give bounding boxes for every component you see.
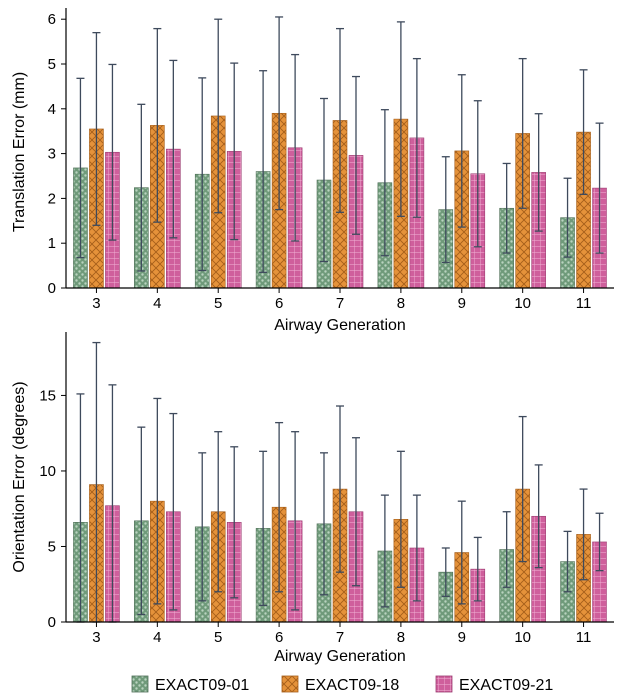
axes-group: 3 4 5 6 7 8 9 10 11 0 1 2 3 4 5 6 xyxy=(48,8,614,312)
error-bars-group xyxy=(76,341,604,623)
x-tick-label-4: 4 xyxy=(153,295,161,312)
y-tick-label-10: 10 xyxy=(39,463,56,480)
x-tick-label-9: 9 xyxy=(458,629,466,646)
y-tick-label-3: 3 xyxy=(48,146,56,163)
y-tick-label-4: 4 xyxy=(48,101,56,118)
x-tick-label-6: 6 xyxy=(275,295,283,312)
y-tick-label-0: 0 xyxy=(48,280,56,297)
y-tick-label-2: 2 xyxy=(48,190,56,207)
x-axis-title: Airway Generation xyxy=(274,317,406,334)
y-tick-label-5: 5 xyxy=(48,56,56,73)
y-tick-label-1: 1 xyxy=(48,235,56,252)
legend-swatch-exact09-01 xyxy=(131,675,149,693)
y-axis-title: Translation Error (mm) xyxy=(11,72,28,232)
y-tick-label-6: 6 xyxy=(48,11,56,28)
y-tick-label-15: 15 xyxy=(39,387,56,404)
x-tick-label-11: 11 xyxy=(576,295,592,312)
x-tick-label-11: 11 xyxy=(576,629,592,646)
axes-group: 3 4 5 6 7 8 9 10 11 0 5 10 15 xyxy=(39,332,614,646)
legend-label-exact09-18: EXACT09-18 xyxy=(305,677,399,694)
x-tick-label-3: 3 xyxy=(92,295,100,312)
x-tick-label-10: 10 xyxy=(514,295,531,312)
error-bars-group xyxy=(76,16,604,273)
legend-label-exact09-01: EXACT09-01 xyxy=(155,677,249,694)
x-axis-title: Airway Generation xyxy=(274,648,406,665)
x-tick-label-8: 8 xyxy=(397,629,405,646)
x-tick-label-3: 3 xyxy=(92,629,100,646)
legend-label-exact09-21: EXACT09-21 xyxy=(459,677,553,694)
y-tick-label-5: 5 xyxy=(48,538,56,555)
x-tick-label-9: 9 xyxy=(458,295,466,312)
orientation-error-chart: 3 4 5 6 7 8 9 10 11 0 5 10 15 Orientation Error (deg… xyxy=(11,332,614,665)
x-tick-label-7: 7 xyxy=(336,295,344,312)
legend-swatch-exact09-21 xyxy=(435,675,453,693)
x-tick-label-5: 5 xyxy=(214,629,222,646)
x-tick-label-4: 4 xyxy=(153,629,161,646)
legend-swatch-exact09-18 xyxy=(281,675,299,693)
x-tick-label-10: 10 xyxy=(514,629,531,646)
x-tick-label-8: 8 xyxy=(397,295,405,312)
x-tick-label-5: 5 xyxy=(214,295,222,312)
y-tick-label-0: 0 xyxy=(48,614,56,631)
legend: EXACT09-01 EXACT09-18 EXACT09-21 xyxy=(131,675,553,694)
x-tick-label-7: 7 xyxy=(336,629,344,646)
x-tick-label-6: 6 xyxy=(275,629,283,646)
y-axis-title: Orientation Error (degrees) xyxy=(11,381,28,572)
translation-error-chart: 3 4 5 6 7 8 9 10 11 0 1 2 3 4 5 6 Translation Error (mm… xyxy=(11,8,614,334)
